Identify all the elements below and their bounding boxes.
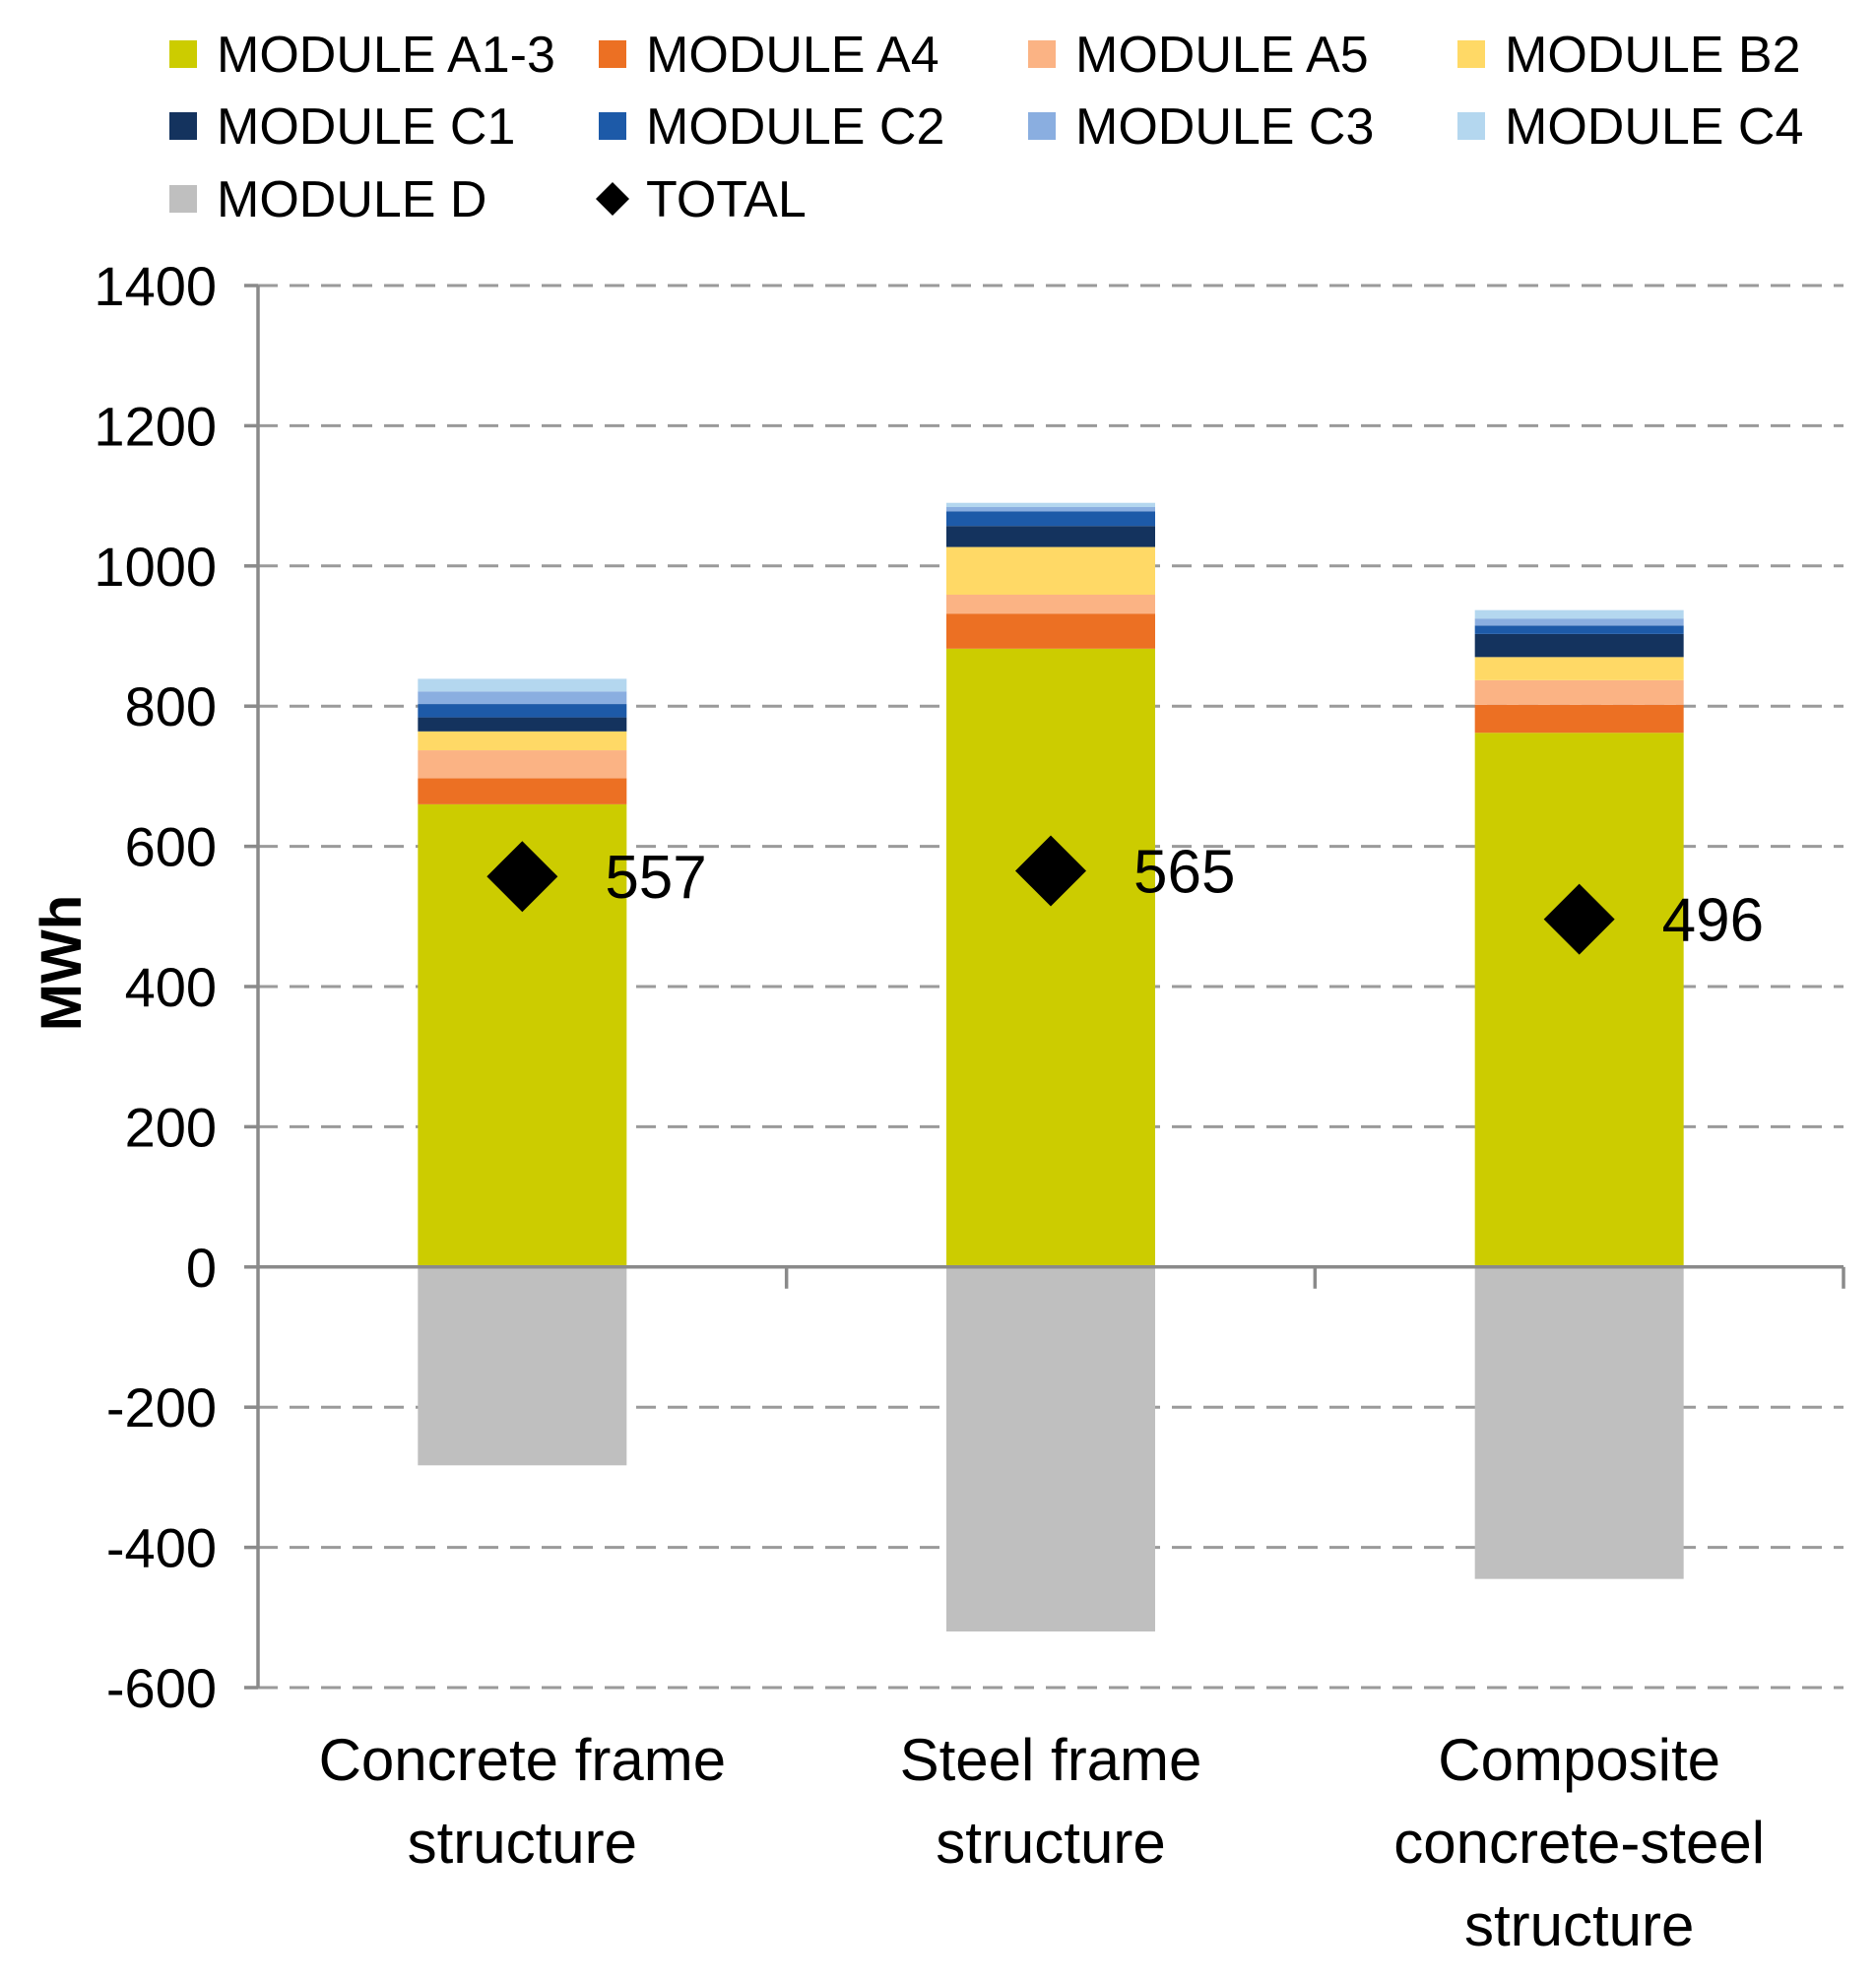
y-tick-label: 1000: [94, 536, 217, 598]
bar-segment-module-c3: [946, 506, 1155, 512]
y-tick-label: 400: [125, 956, 217, 1018]
bar-segment-module-d: [946, 1266, 1155, 1632]
legend-swatch-module-c4: [1457, 112, 1485, 140]
axes: [244, 284, 1845, 1690]
legend-label-module-c4: MODULE C4: [1505, 98, 1803, 156]
category-labels: Concrete frame structure Steel frame struct…: [319, 1727, 1766, 1958]
bar-segment-module-a4: [946, 613, 1155, 649]
bar-segment-module-b2: [1474, 657, 1684, 680]
bar-segment-module-c1: [946, 526, 1155, 547]
legend-label-module-d: MODULE D: [217, 171, 486, 228]
bar-segment-module-c1: [1474, 633, 1684, 658]
category-label-line: structure: [936, 1810, 1165, 1876]
y-tick-labels: 1400 1200 1000 800 600 400 200 0 -200 -400 -600: [94, 255, 217, 1719]
y-tick-label: -400: [106, 1517, 217, 1579]
legend-swatch-module-c3: [1028, 112, 1056, 140]
y-tick-label: 0: [186, 1237, 217, 1299]
y-tick-label: -600: [106, 1657, 217, 1719]
bar-segment-module-a5: [946, 594, 1155, 614]
legend-label-module-c2: MODULE C2: [646, 98, 944, 156]
legend-label-module-a5: MODULE A5: [1075, 27, 1369, 84]
bar-segment-module-a4: [418, 778, 627, 804]
bar-segment-module-b2: [418, 731, 627, 751]
bar-segment-module-c3: [1474, 618, 1684, 626]
y-tick-label: 1200: [94, 395, 217, 457]
total-marker: [1015, 835, 1086, 907]
legend-label-module-a1-3: MODULE A1-3: [217, 27, 555, 84]
category-label: Concrete frame structure: [319, 1727, 727, 1876]
y-axis-label: MWh: [30, 895, 94, 1032]
category-label-line: concrete-steel: [1393, 1810, 1765, 1876]
category-label-line: Concrete frame: [319, 1727, 727, 1793]
bar-segment-module-c4: [946, 502, 1155, 507]
bar-segment-module-a1-3: [946, 648, 1155, 1267]
legend: MODULE A1-3 MODULE A4 MODULE A5 MODULE B2 MO…: [169, 27, 1803, 228]
y-tick-label: -200: [106, 1376, 217, 1438]
legend-swatch-module-a5: [1028, 40, 1056, 68]
total-value-label: 557: [605, 844, 706, 912]
legend-label-module-c3: MODULE C3: [1075, 98, 1374, 156]
y-tick-label: 1400: [94, 255, 217, 317]
bar-segment-module-c2: [946, 511, 1155, 527]
category-label-line: Composite: [1438, 1727, 1720, 1793]
total-value-label: 496: [1662, 887, 1764, 955]
bar-segment-module-a5: [418, 750, 627, 779]
legend-swatch-module-c2: [599, 112, 626, 140]
y-tick-label: 200: [125, 1096, 217, 1158]
y-tick-label: 800: [125, 675, 217, 737]
legend-label-module-a4: MODULE A4: [646, 27, 939, 84]
legend-swatch-module-b2: [1457, 40, 1485, 68]
bars: [418, 502, 1684, 1632]
category-label-line: Steel frame: [900, 1727, 1202, 1793]
legend-swatch-total: [596, 182, 629, 216]
category-label-line: structure: [408, 1810, 637, 1876]
legend-swatch-module-a1-3: [169, 40, 197, 68]
bar-segment-module-c1: [418, 717, 627, 732]
bar-segment-module-a4: [1474, 704, 1684, 734]
bar-segment-module-c4: [1474, 609, 1684, 619]
legend-swatch-module-c1: [169, 112, 197, 140]
legend-label-total: TOTAL: [646, 171, 807, 228]
bar-segment-module-c2: [1474, 625, 1684, 634]
total-value-label: 565: [1133, 839, 1235, 907]
category-label: Steel frame structure: [900, 1727, 1202, 1876]
bar-segment-module-c2: [418, 704, 627, 718]
bar-segment-module-b2: [946, 546, 1155, 595]
bar-segment-module-a5: [1474, 679, 1684, 705]
legend-swatch-module-a4: [599, 40, 626, 68]
total-marker: [486, 841, 558, 913]
legend-label-module-b2: MODULE B2: [1505, 27, 1801, 84]
total-marker: [1543, 883, 1615, 955]
y-tick-label: 600: [125, 816, 217, 878]
category-label-line: structure: [1464, 1892, 1694, 1958]
bar-segment-module-d: [1474, 1266, 1684, 1579]
legend-swatch-module-d: [169, 185, 197, 213]
category-label: Composite concrete-steel structure: [1393, 1727, 1765, 1958]
total-markers: 557 565 496: [486, 835, 1764, 955]
bar-segment-module-c3: [418, 691, 627, 705]
bar-segment-module-a1-3: [1474, 733, 1684, 1267]
legend-label-module-c1: MODULE C1: [217, 98, 515, 156]
bar-segment-module-c4: [418, 678, 627, 692]
bar-segment-module-d: [418, 1266, 627, 1466]
